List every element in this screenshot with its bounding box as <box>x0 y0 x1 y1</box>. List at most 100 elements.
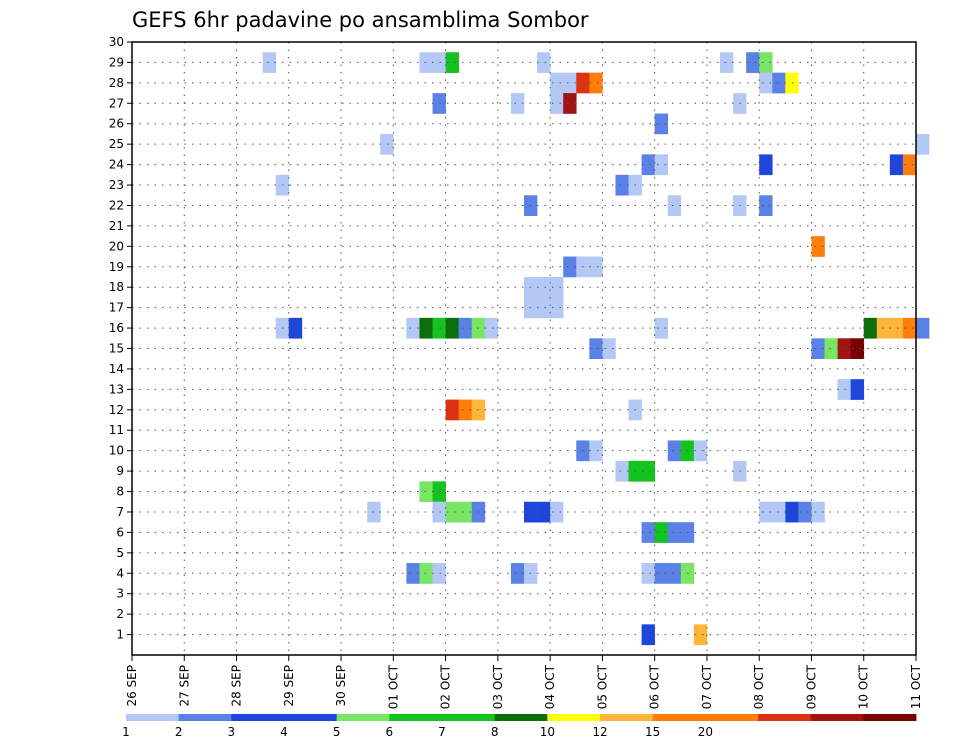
precip-cell <box>837 338 851 360</box>
precip-cell <box>589 256 603 278</box>
colorbar-label: 6 <box>386 725 394 739</box>
x-tick-label: 08 OCT <box>752 664 766 709</box>
precip-cell <box>654 154 669 176</box>
precip-cell <box>641 154 655 176</box>
x-tick-label: 10 OCT <box>857 664 871 709</box>
precip-cell <box>458 399 473 421</box>
x-tick-label: 26 SEP <box>125 665 139 707</box>
precip-cell <box>667 522 682 543</box>
precip-cell <box>458 501 473 523</box>
precip-cell <box>759 72 773 94</box>
precip-cell <box>510 93 525 114</box>
precip-cell <box>889 154 904 176</box>
precip-cell <box>772 501 786 523</box>
y-tick-label: 24 <box>109 158 124 172</box>
precip-cell <box>667 440 682 462</box>
precip-cell <box>589 440 603 462</box>
precip-cell <box>759 195 773 216</box>
colorbar-segment <box>494 714 548 721</box>
x-tick-label: 07 OCT <box>700 664 714 709</box>
precip-cell <box>811 501 825 523</box>
precip-cell <box>602 338 616 360</box>
colorbar-label: 20 <box>698 725 713 739</box>
precip-cell <box>419 317 433 339</box>
precip-cell <box>262 52 277 73</box>
y-tick-label: 2 <box>116 607 124 621</box>
precip-cell <box>589 338 603 360</box>
precip-cell <box>432 52 446 73</box>
colorbar-segment <box>231 714 285 721</box>
y-tick-label: 30 <box>109 35 124 49</box>
precip-cell <box>759 501 773 523</box>
precip-cell <box>550 501 564 523</box>
precip-cell <box>419 481 433 503</box>
colorbar-segment <box>336 714 390 721</box>
colorbar-label: 3 <box>228 725 236 739</box>
y-tick-label: 3 <box>116 587 124 601</box>
x-tick-label: 27 SEP <box>177 665 191 707</box>
precip-cell <box>432 317 446 339</box>
precip-cell <box>902 154 917 176</box>
precip-cell <box>746 52 760 73</box>
y-tick-label: 8 <box>116 485 124 499</box>
y-tick-label: 9 <box>116 464 124 478</box>
precip-cell <box>667 563 682 584</box>
precip-cell <box>693 440 708 462</box>
colorbar-segment <box>284 714 338 721</box>
precip-cell <box>367 501 381 523</box>
precip-cell <box>916 133 930 155</box>
precip-cell <box>563 93 577 114</box>
y-tick-label: 11 <box>109 423 124 437</box>
precip-cell <box>432 93 446 114</box>
colorbar-segment <box>863 714 917 721</box>
precip-cell <box>811 236 825 257</box>
precip-cell <box>720 52 734 73</box>
precip-cell <box>537 501 551 523</box>
x-tick-label: 29 SEP <box>282 665 296 707</box>
precip-cell <box>537 297 551 319</box>
colorbar: 1 2 3 4 5 6 7 8 10 12 15 20 <box>122 714 917 739</box>
precip-cell <box>550 93 564 114</box>
x-tick-label: 04 OCT <box>543 664 557 709</box>
colorbar-segment <box>442 714 496 721</box>
colorbar-segment <box>547 714 601 721</box>
precip-cell <box>902 317 917 339</box>
colorbar-label: 15 <box>645 725 660 739</box>
y-tick-label: 16 <box>109 321 124 335</box>
colorbar-label: 2 <box>175 725 183 739</box>
x-axis: 26 SEP 27 SEP 28 SEP 29 SEP 30 SEP 01 OCT 02 O… <box>125 655 923 709</box>
x-tick-label: 09 OCT <box>804 664 818 709</box>
x-tick-label: 01 OCT <box>386 664 400 709</box>
y-tick-label: 28 <box>109 76 124 90</box>
y-tick-label: 19 <box>109 260 124 274</box>
y-tick-label: 10 <box>109 444 124 458</box>
precip-cell <box>406 317 420 339</box>
precip-cell <box>419 563 433 584</box>
y-tick-label: 23 <box>109 178 124 192</box>
colorbar-segment <box>126 714 180 721</box>
precip-cell <box>432 501 446 523</box>
precip-cell <box>380 133 394 155</box>
y-tick-label: 25 <box>109 137 124 151</box>
colorbar-segment <box>600 714 654 721</box>
colorbar-segment <box>758 714 812 721</box>
y-axis: 1234567891011121314151617181920212223242… <box>109 35 132 642</box>
precip-cell <box>445 399 459 421</box>
precip-cell <box>850 338 865 360</box>
precip-cell <box>550 276 564 298</box>
precip-cell <box>641 624 655 646</box>
colorbar-label: 5 <box>333 725 341 739</box>
x-tick-label: 05 OCT <box>595 664 609 709</box>
precip-cell <box>445 52 459 73</box>
precip-cell <box>641 460 655 482</box>
precip-cell <box>654 563 669 584</box>
y-tick-label: 4 <box>116 566 124 580</box>
data-cells <box>262 52 930 646</box>
colorbar-label: 8 <box>491 725 499 739</box>
precip-cell <box>615 174 629 196</box>
precip-cell <box>641 563 655 584</box>
colorbar-label: 7 <box>438 725 446 739</box>
chart-title: GEFS 6hr padavine po ansamblima Sombor <box>132 8 589 32</box>
colorbar-segment <box>705 714 759 721</box>
